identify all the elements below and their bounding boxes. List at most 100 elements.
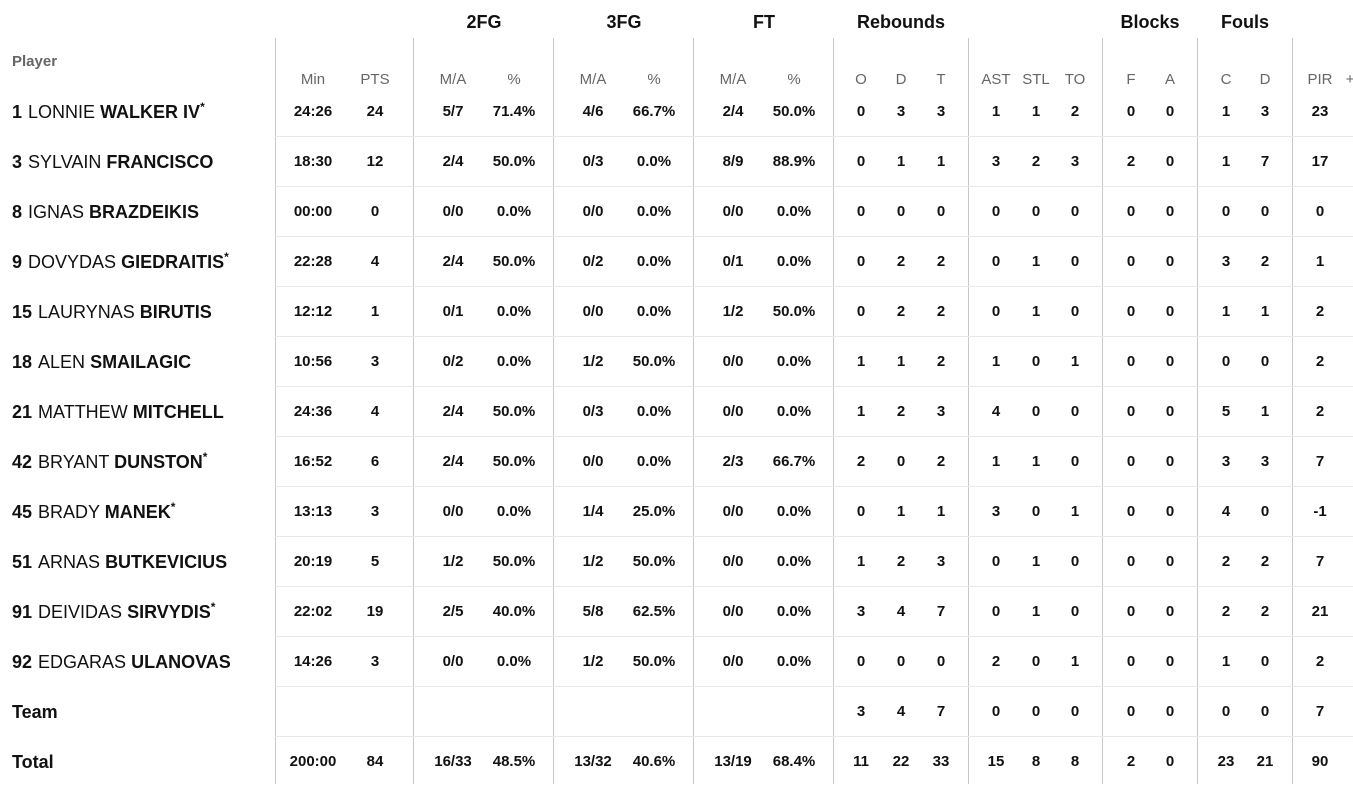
stat-blocks-against: 0 (1165, 553, 1175, 570)
player-number: 18 (12, 352, 33, 372)
column-header-pts[interactable]: PTS (360, 71, 390, 88)
player-row[interactable]: 8 IGNAS BRAZDEIKIS 00:00 0 0/0 0.0% 0/0 0.0% 0/0… (0, 187, 1353, 237)
player-row[interactable]: 42 BRYANT DUNSTON* 16:52 6 2/4 50.0% 0/0 0.0% 2/… (0, 437, 1353, 487)
stat-blocks-against: 0 (1165, 103, 1175, 120)
column-header-turnovers[interactable]: TO (1064, 71, 1086, 88)
starter-mark: * (202, 450, 208, 464)
stat-fouls-committed: 0 (1221, 353, 1231, 370)
stat-pir: 21 (1311, 603, 1329, 620)
column-header-pir[interactable]: PIR (1307, 71, 1333, 88)
stat-fouls-committed: 2 (1221, 553, 1231, 570)
player-name[interactable]: 18 ALEN SMAILAGIC (12, 337, 191, 387)
player-first-name: LAURYNAS (38, 302, 135, 322)
column-divider (275, 38, 276, 784)
stat-steals: 0 (1031, 203, 1041, 220)
stat-ft-made-attempted: 2/4 (722, 103, 744, 120)
stat-rebounds-defensive: 2 (896, 253, 906, 270)
stat-2fg-made-attempted: 5/7 (442, 103, 464, 120)
column-header-blocks-against[interactable]: A (1164, 71, 1176, 88)
stat-rebounds-total: 0 (936, 203, 946, 220)
player-name[interactable]: 15 LAURYNAS BIRUTIS (12, 287, 212, 337)
column-divider (1102, 38, 1103, 784)
player-row[interactable]: 15 LAURYNAS BIRUTIS 12:12 1 0/1 0.0% 0/0 0.0% 1/… (0, 287, 1353, 337)
stat-blocks-against: 0 (1165, 203, 1175, 220)
column-header-min[interactable]: Min (300, 71, 326, 88)
stat-fouls-committed: 0 (1221, 203, 1231, 220)
column-header-blocks-favor[interactable]: F (1126, 71, 1136, 88)
row-separator (275, 486, 1353, 487)
stat-ft-made-attempted: 0/0 (722, 553, 744, 570)
column-header-ft-percent[interactable]: % (787, 71, 801, 88)
stat-pir: 2 (1315, 353, 1325, 370)
player-first-name: DEIVIDAS (38, 602, 123, 622)
player-name[interactable]: 8 IGNAS BRAZDEIKIS (12, 187, 199, 237)
column-header-rebounds-offensive[interactable]: O (855, 71, 867, 88)
stat-2fg-percent: 50.0% (492, 253, 536, 270)
player-name[interactable]: 91 DEIVIDAS SIRVYDIS* (12, 587, 215, 637)
player-name[interactable]: 9 DOVYDAS GIEDRAITIS* (12, 237, 229, 287)
stat-pts: 0 (370, 203, 380, 220)
column-divider (413, 38, 414, 784)
player-row[interactable]: 51 ARNAS BUTKEVICIUS 20:19 5 1/2 50.0% 1/2 50.0… (0, 537, 1353, 587)
player-row[interactable]: 91 DEIVIDAS SIRVYDIS* 22:02 19 2/5 40.0% 5/8 62… (0, 587, 1353, 637)
player-last-name: FRANCISCO (106, 152, 214, 172)
stat-rebounds-total: 2 (936, 453, 946, 470)
stat-3fg-percent: 0.0% (636, 153, 672, 170)
stat-ft-percent: 0.0% (776, 653, 812, 670)
column-header-plus-minus[interactable]: + (1345, 71, 1353, 88)
column-header-steals[interactable]: STL (1022, 71, 1050, 88)
player-name[interactable]: 42 BRYANT DUNSTON* (12, 437, 207, 487)
stat-rebounds-defensive: 2 (896, 303, 906, 320)
stat-ft-percent: 0.0% (776, 203, 812, 220)
player-name[interactable]: 3 SYLVAIN FRANCISCO (12, 137, 213, 187)
player-row[interactable]: 21 MATTHEW MITCHELL 24:36 4 2/4 50.0% 0/3 0.0% 0… (0, 387, 1353, 437)
stat-fouls-drawn: 2 (1260, 553, 1270, 570)
column-header-assists[interactable]: AST (981, 71, 1011, 88)
stat-2fg-percent: 48.5% (492, 753, 536, 770)
stat-2fg-percent: 0.0% (496, 353, 532, 370)
player-number: 51 (12, 552, 33, 572)
player-last-name: ULANOVAS (131, 652, 231, 672)
player-row[interactable]: 18 ALEN SMAILAGIC 10:56 3 0/2 0.0% 1/2 50.0% 0/0… (0, 337, 1353, 387)
column-header-2fg-made-attempted[interactable]: M/A (439, 71, 467, 88)
stat-pir: 17 (1311, 153, 1329, 170)
stat-assists: 1 (991, 353, 1001, 370)
stat-fouls-drawn: 3 (1260, 453, 1270, 470)
player-name[interactable]: 1 LONNIE WALKER IV* (12, 87, 205, 137)
player-name[interactable]: 92 EDGARAS ULANOVAS (12, 637, 231, 687)
stat-2fg-made-attempted: 1/2 (442, 553, 464, 570)
player-name[interactable]: 51 ARNAS BUTKEVICIUS (12, 537, 227, 587)
player-name[interactable]: 45 BRADY MANEK* (12, 487, 175, 537)
column-header-2fg-percent[interactable]: % (507, 71, 521, 88)
stat-fouls-committed: 1 (1221, 303, 1231, 320)
player-row[interactable]: 92 EDGARAS ULANOVAS 14:26 3 0/0 0.0% 1/2 50.0% 0… (0, 637, 1353, 687)
stat-2fg-made-attempted: 0/1 (442, 303, 464, 320)
stat-rebounds-offensive: 0 (856, 653, 866, 670)
stat-rebounds-offensive: 0 (856, 203, 866, 220)
player-row[interactable]: 3 SYLVAIN FRANCISCO 18:30 12 2/4 50.0% 0/3 0.0%… (0, 137, 1353, 187)
player-number: 8 (12, 202, 23, 222)
column-header-fouls-committed[interactable]: C (1220, 71, 1232, 88)
player-row[interactable]: 1 LONNIE WALKER IV* 24:26 24 5/7 71.4% 4/6 66.7… (0, 87, 1353, 137)
column-header-3fg-made-attempted[interactable]: M/A (579, 71, 607, 88)
player-name[interactable]: 21 MATTHEW MITCHELL (12, 387, 224, 437)
row-separator (275, 536, 1353, 537)
column-header-rebounds-total[interactable]: T (936, 71, 946, 88)
total-row-label: Total (12, 752, 54, 772)
player-column-header[interactable]: Player (12, 53, 58, 70)
column-header-fouls-drawn[interactable]: D (1259, 71, 1271, 88)
player-row[interactable]: 9 DOVYDAS GIEDRAITIS* 22:28 4 2/4 50.0% 0/2 0.0… (0, 237, 1353, 287)
column-header-ft-made-attempted[interactable]: M/A (719, 71, 747, 88)
stat-min: 10:56 (293, 353, 333, 370)
stat-blocks-against: 0 (1165, 353, 1175, 370)
stat-min: 00:00 (293, 203, 333, 220)
stat-fouls-committed: 1 (1221, 103, 1231, 120)
stat-turnovers: 1 (1070, 653, 1080, 670)
group-header-blocks: Blocks (1120, 12, 1180, 32)
column-header-rebounds-defensive[interactable]: D (895, 71, 907, 88)
column-header-3fg-percent[interactable]: % (647, 71, 661, 88)
stat-assists: 0 (991, 303, 1001, 320)
stat-2fg-percent: 0.0% (496, 303, 532, 320)
player-row[interactable]: 45 BRADY MANEK* 13:13 3 0/0 0.0% 1/4 25.0% 0/0 0.… (0, 487, 1353, 537)
